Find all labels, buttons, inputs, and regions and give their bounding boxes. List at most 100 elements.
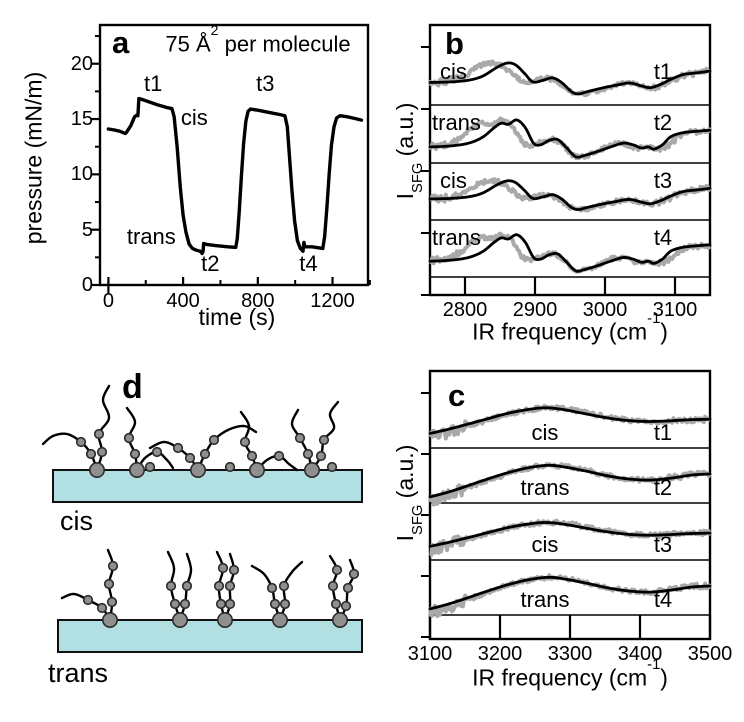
y-tick-label: 10 [70,163,93,186]
row-label-trans: trans [432,225,481,250]
chain-bead [123,432,135,444]
annotation-t2: t2 [201,250,220,276]
chain-bead [93,428,105,440]
panel-a-letter: a [112,25,130,60]
sfg-fit-curve [428,118,712,159]
chain-bead [340,600,352,612]
row-label-t1: t1 [653,420,673,445]
x-tick-label: 800 [241,290,275,312]
surface-bead [144,461,156,473]
x-tick-label: 3400 [617,643,663,665]
row-label-cis: cis [531,532,559,557]
chain-bead [85,448,97,460]
chain-bead [103,578,115,590]
chain-bead [107,560,119,572]
chain-bead [266,582,278,594]
row-label-t4: t4 [653,587,673,612]
sfg-fit-curve [428,233,712,273]
chain-bead [96,602,108,614]
chain-bead [129,448,141,460]
row-label-t2: t2 [653,110,673,135]
sfg-fit-curve [428,521,712,548]
x-tick-label: 3100 [407,643,453,665]
sfg-fit-curve [428,463,712,499]
chain-bead [278,580,290,592]
headgroup-bead [249,461,266,478]
row-label-t3: t3 [653,168,673,193]
x-tick-label: 2900 [512,299,558,321]
chain-bead [208,434,220,446]
chain-bead [330,598,342,610]
annotation-t3: t3 [256,70,275,96]
chain-bead [82,594,94,606]
x-tick-label: 2800 [442,299,488,321]
chain-bead [327,580,339,592]
chain-bead [294,432,306,444]
chain-bead [181,580,193,592]
panel-d-trans-label: trans [48,658,109,688]
row-label-t4: t4 [653,225,673,250]
chain-bead [224,598,236,610]
panel-a-title: 75 Å2 per molecule [165,22,351,57]
x-tick-label: 3300 [547,643,593,665]
chain-bead [246,450,258,462]
x-tick-label: 1200 [310,290,355,312]
row-label-trans: trans [432,110,481,135]
row-label-t2: t2 [653,475,673,500]
panel-d-letter: d [122,368,143,406]
row-label-cis: cis [531,420,559,445]
sfg-fit-curve [428,575,712,611]
panel-a-ylabel: pressure (mN/m) [20,71,47,245]
chain-bead [302,448,314,460]
panel-d-cis-label: cis [60,506,93,536]
headgroup-bead [271,611,288,628]
sfg-noise-trace [429,177,712,213]
row-label-cis: cis [440,59,467,84]
chain-bead [273,450,285,462]
chain-bead [269,598,281,610]
chain-bead [348,568,360,580]
molecule-chain [95,384,111,472]
chain-bead [215,598,227,610]
y-tick-label: 20 [70,52,93,75]
annotation-cis: cis [180,104,208,130]
panel-b-frame [428,23,712,297]
headgroup-bead [303,461,320,478]
chain-bead [169,598,181,610]
row-label-trans: trans [520,587,570,612]
panel-a-frame [98,23,370,287]
surface-slab-trans [57,619,363,653]
chain-bead [165,580,177,592]
chain-bead [184,452,196,464]
pressure-curve [106,96,364,256]
chain-bead [318,434,330,446]
chain-bead [279,598,291,610]
sfg-fit-curve [428,61,712,96]
headgroup-bead [190,461,207,478]
chain-bead [315,450,327,462]
x-tick-label: 3500 [687,643,733,665]
headgroup-bead [89,461,106,478]
panel-a-xlabel: time (s) [198,304,276,330]
x-tick-label: 3000 [582,299,628,321]
chain-bead [331,564,343,576]
row-label-t3: t3 [653,532,673,557]
chain-bead [179,598,191,610]
chain-bead [172,442,184,454]
chain-bead [199,448,211,460]
x-tick-label: 3200 [477,643,523,665]
sfg-fit-curve [428,179,712,211]
molecule-chain [250,564,282,622]
headgroup-bead [129,461,146,478]
chain-bead [217,562,229,574]
y-tick-label: 15 [70,108,93,131]
panel-b-xlabel: IR frequency (cm-1) [472,310,668,345]
headgroup-bead [172,611,189,628]
row-label-t1: t1 [653,59,673,84]
annotation-t1: t1 [144,70,163,96]
surface-bead [326,461,338,473]
chain-bead [342,582,354,594]
x-tick-label: 0 [102,290,114,312]
panel-b-ylabel: ISFG (a.u.) [391,102,427,200]
